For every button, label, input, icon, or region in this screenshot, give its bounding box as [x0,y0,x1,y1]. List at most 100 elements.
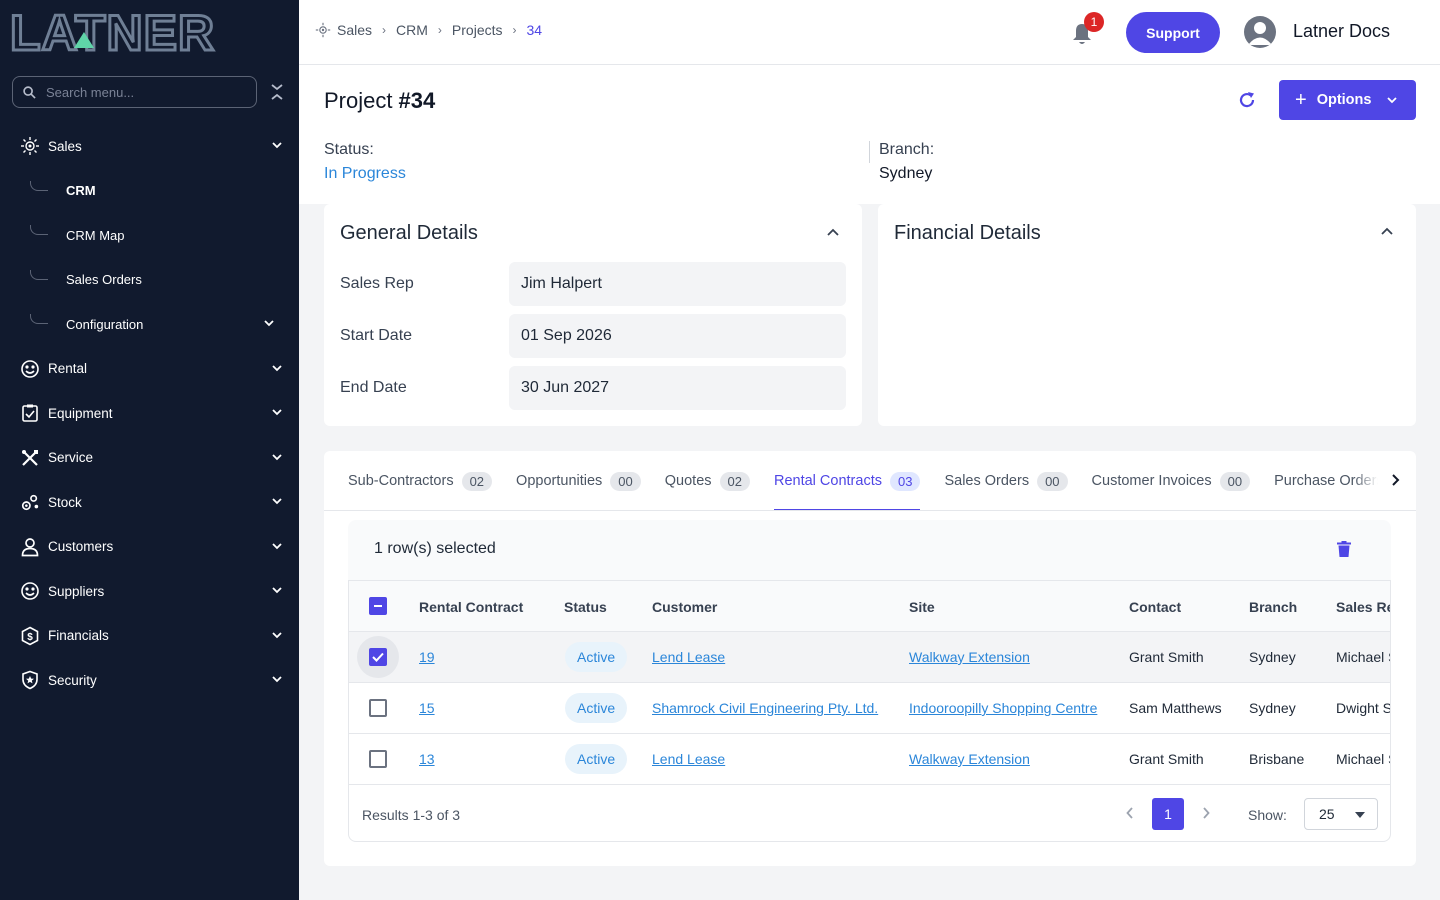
sidebar-nav: Sales CRM CRM Map Sales Orders Configura… [0,124,299,703]
tab-count: 03 [889,471,921,491]
tab-sub-contractors[interactable]: Sub-Contractors 02 [348,451,493,511]
sidebar-subitem-sales-orders[interactable]: Sales Orders [0,258,299,303]
page-size-select[interactable]: 25 [1304,798,1378,830]
collapse-sidebar-icon[interactable] [269,82,285,102]
table-row[interactable]: 13 Active Lend Lease Walkway Extension G… [349,734,1390,785]
chevron-right-icon[interactable] [1202,807,1210,819]
sidebar-item-sales[interactable]: Sales [0,124,299,169]
sidebar-subitem-crm[interactable]: CRM [0,169,299,214]
sidebar-item-security[interactable]: Security [0,658,299,703]
site-link[interactable]: Indooroopilly Shopping Centre [909,700,1098,716]
latner-logo[interactable]: LATNER [9,4,280,63]
sales-rep-cell: Dwight Schrute [1336,700,1390,716]
tab-quotes[interactable]: Quotes 02 [665,451,750,511]
sales-rep-row: Sales Rep Jim Halpert [340,262,846,306]
status-label: Status: [324,141,374,158]
column-header[interactable]: Customer [652,599,718,615]
sales-rep-field[interactable]: Jim Halpert [509,262,846,306]
customers-icon [20,537,40,557]
search-input[interactable] [46,84,236,100]
breadcrumb-projects[interactable]: Projects [451,22,503,38]
chevron-down-icon [1387,97,1397,104]
related-records-card: Sub-Contractors 02 Opportunities 00 Quotes… [324,451,1416,866]
column-header[interactable]: Rental Contract [419,599,524,615]
tab-customer-invoices[interactable]: Customer Invoices 00 [1092,451,1251,511]
branch-field: Branch: Sydney [879,141,934,183]
divider [324,510,1416,511]
contract-link[interactable]: 15 [419,700,435,716]
status-value: In Progress [324,165,406,182]
chevron-up-icon[interactable] [826,225,840,239]
tab-label: Sales Orders [944,473,1030,489]
chevron-left-icon[interactable] [1126,807,1134,819]
chevron-down-icon [264,320,274,327]
project-title-prefix: Project [324,88,393,113]
row-checkbox[interactable] [369,648,387,666]
tab-rental-contracts[interactable]: Rental Contracts 03 [773,451,921,511]
chevron-up-icon[interactable] [1380,224,1394,238]
column-header[interactable]: Contact [1129,599,1182,615]
start-date-field[interactable]: 01 Sep 2026 [509,314,846,358]
contract-link[interactable]: 13 [419,751,435,767]
chevron-down-icon [272,364,282,371]
page-number-button[interactable]: 1 [1152,798,1184,830]
sidebar-item-stock[interactable]: Stock [0,480,299,525]
sidebar-item-equipment[interactable]: Equipment [0,391,299,436]
breadcrumb-sales[interactable]: Sales [337,22,373,38]
branch-value: Sydney [879,165,933,182]
chevron-right-icon[interactable] [1391,473,1401,487]
support-button[interactable]: Support [1126,12,1220,53]
column-header[interactable]: Site [909,599,935,615]
sidebar-item-suppliers[interactable]: Suppliers [0,569,299,614]
chevron-down-icon [272,142,282,149]
refresh-icon[interactable] [1237,90,1257,110]
site-link[interactable]: Walkway Extension [909,649,1030,665]
rental-icon [20,359,40,379]
sidebar-item-rental[interactable]: Rental [0,347,299,392]
column-header[interactable]: Branch [1249,599,1298,615]
general-details-title: General Details [340,222,478,244]
breadcrumb-separator-icon: › [437,23,442,37]
options-button[interactable]: + Options [1279,80,1416,120]
trash-icon[interactable] [1337,541,1351,557]
status-badge: Active [565,642,628,672]
avatar[interactable] [1244,16,1276,48]
sidebar: LATNER Sales CRM CRM Map Sales Orders Co… [0,0,299,900]
svg-text:$: $ [27,632,33,643]
user-name[interactable]: Latner Docs [1293,21,1391,41]
site-link[interactable]: Walkway Extension [909,751,1030,767]
select-all-checkbox[interactable] [369,597,387,615]
sidebar-subitem-configuration[interactable]: Configuration [0,302,299,347]
sidebar-subitem-crm-map[interactable]: CRM Map [0,213,299,258]
row-checkbox[interactable] [369,750,387,768]
contract-link[interactable]: 19 [419,649,435,665]
customer-link[interactable]: Lend Lease [652,649,726,665]
table-row[interactable]: 19 Active Lend Lease Walkway Extension G… [349,632,1390,683]
sidebar-item-financials[interactable]: $ Financials [0,614,299,659]
tab-bar: Sub-Contractors 02 Opportunities 00 Quotes… [348,451,1392,511]
selection-bar: 1 row(s) selected [348,520,1391,580]
caret-down-icon [1355,812,1365,818]
column-header[interactable]: Status [564,599,607,615]
sales-icon [20,136,40,156]
project-header: Project #34 + Options Status: In Progress… [299,65,1440,204]
tab-sales-orders[interactable]: Sales Orders 00 [944,451,1068,511]
status-field: Status: In Progress [324,141,406,183]
chevron-down-icon [272,676,282,683]
end-date-field[interactable]: 30 Jun 2027 [509,366,846,410]
customer-link[interactable]: Shamrock Civil Engineering Pty. Ltd. [652,700,879,716]
row-checkbox[interactable] [369,699,387,717]
chevron-down-icon [272,631,282,638]
table-row[interactable]: 15 Active Shamrock Civil Engineering Pty… [349,683,1390,734]
sidebar-item-label: Sales [48,138,82,154]
column-header[interactable]: Sales Rep [1336,599,1390,615]
sidebar-item-service[interactable]: Service [0,436,299,481]
tab-opportunities[interactable]: Opportunities 00 [516,451,641,511]
customer-link[interactable]: Lend Lease [652,751,726,767]
service-icon [20,448,40,468]
sidebar-search[interactable] [12,76,257,108]
breadcrumb-crm[interactable]: CRM [396,22,428,38]
options-label: Options [1316,92,1372,108]
breadcrumb-separator-icon: › [512,23,517,37]
sidebar-item-customers[interactable]: Customers [0,525,299,570]
